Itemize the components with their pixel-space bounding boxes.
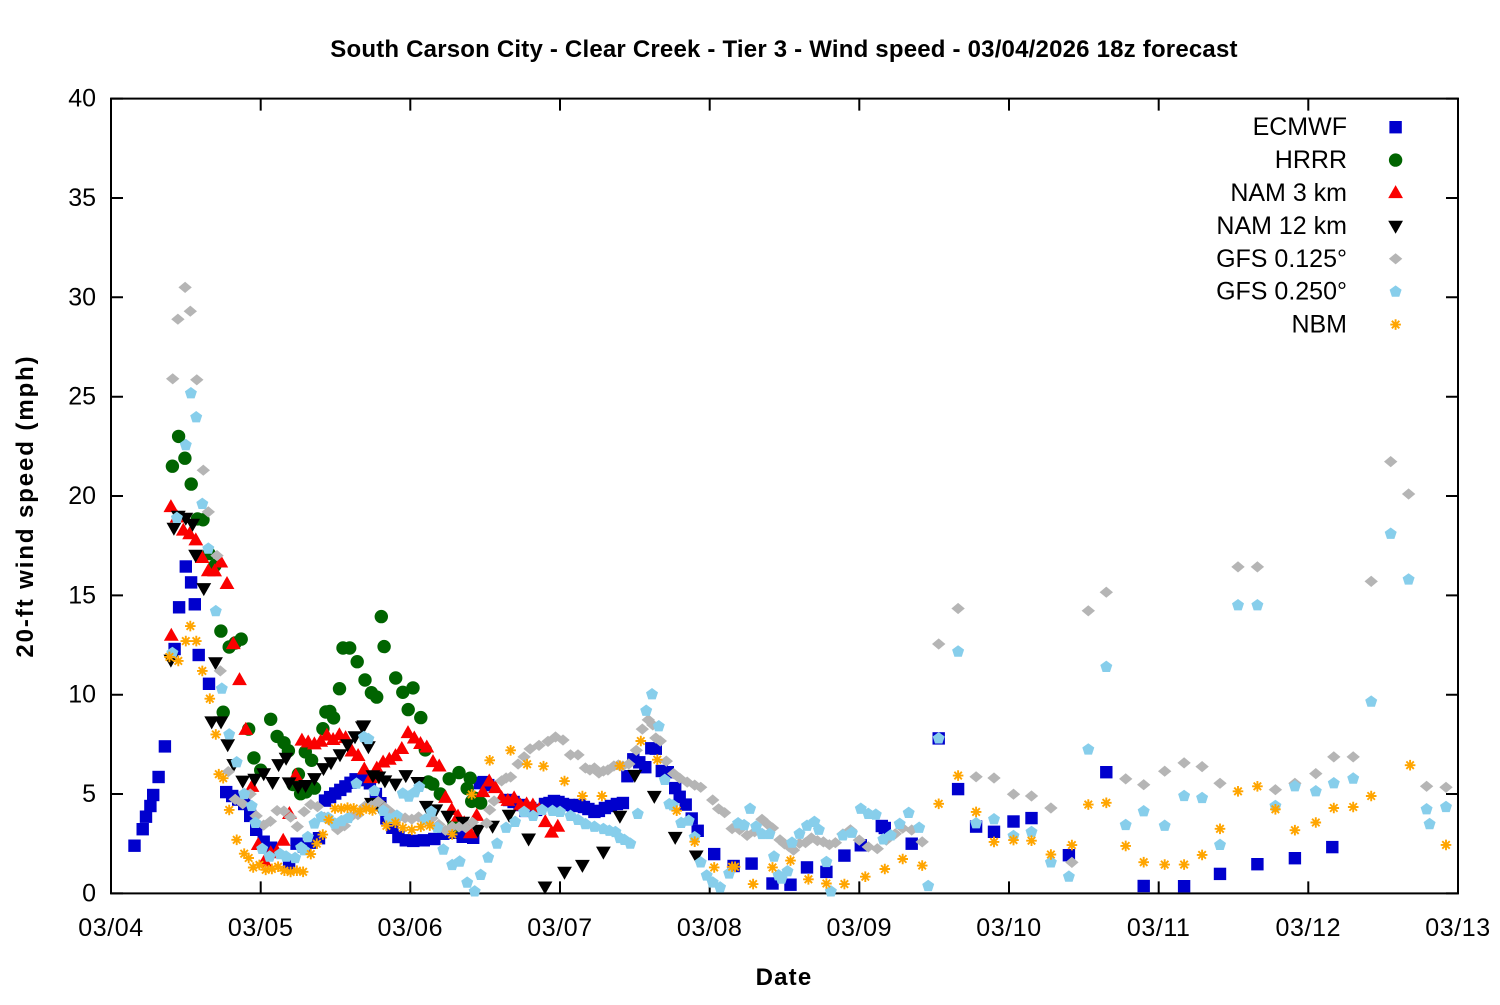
svg-text:40: 40	[68, 85, 96, 113]
svg-text:20: 20	[68, 482, 96, 510]
svg-text:GFS 0.125°: GFS 0.125°	[1216, 245, 1347, 273]
svg-text:0: 0	[82, 879, 96, 907]
svg-text:03/04: 03/04	[78, 914, 144, 942]
svg-text:20-ft wind speed (mph): 20-ft wind speed (mph)	[12, 354, 39, 657]
svg-text:03/05: 03/05	[228, 914, 294, 942]
svg-text:ECMWF: ECMWF	[1253, 113, 1347, 141]
svg-text:35: 35	[68, 184, 96, 212]
svg-text:5: 5	[82, 780, 96, 808]
svg-text:03/07: 03/07	[527, 914, 593, 942]
svg-text:25: 25	[68, 383, 96, 411]
svg-text:03/11: 03/11	[1127, 914, 1191, 942]
svg-text:NAM 3 km: NAM 3 km	[1230, 179, 1347, 207]
svg-text:03/12: 03/12	[1276, 914, 1342, 942]
svg-text:15: 15	[68, 581, 96, 609]
svg-text:03/09: 03/09	[827, 914, 893, 942]
svg-text:NAM 12 km: NAM 12 km	[1216, 212, 1347, 240]
svg-text:03/06: 03/06	[378, 914, 444, 942]
svg-text:Date: Date	[756, 964, 813, 991]
svg-text:10: 10	[68, 681, 96, 709]
svg-text:GFS 0.250°: GFS 0.250°	[1216, 278, 1347, 306]
svg-text:HRRR: HRRR	[1275, 146, 1347, 174]
svg-text:03/13: 03/13	[1425, 914, 1491, 942]
svg-text:NBM: NBM	[1291, 311, 1347, 339]
svg-text:30: 30	[68, 283, 96, 311]
svg-text:03/10: 03/10	[976, 914, 1042, 942]
svg-text:03/08: 03/08	[677, 914, 743, 942]
svg-text:South Carson City - Clear Cree: South Carson City - Clear Creek - Tier 3…	[330, 36, 1237, 63]
